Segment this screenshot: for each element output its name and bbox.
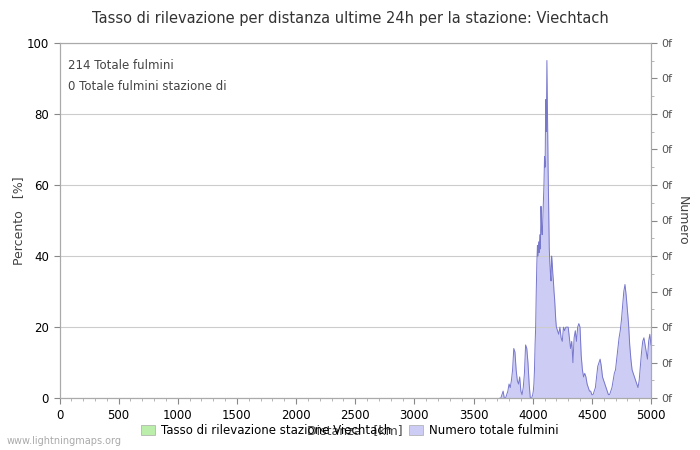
Text: www.lightningmaps.org: www.lightningmaps.org (7, 436, 122, 446)
Y-axis label: Percento   [%]: Percento [%] (13, 176, 25, 265)
X-axis label: Distanza   [km]: Distanza [km] (307, 424, 403, 437)
Legend: Tasso di rilevazione stazione Viechtach, Numero totale fulmini: Tasso di rilevazione stazione Viechtach,… (136, 419, 564, 442)
Text: 0 Totale fulmini stazione di: 0 Totale fulmini stazione di (69, 80, 227, 93)
Text: Tasso di rilevazione per distanza ultime 24h per la stazione: Viechtach: Tasso di rilevazione per distanza ultime… (92, 11, 608, 26)
Text: 214 Totale fulmini: 214 Totale fulmini (69, 59, 174, 72)
Y-axis label: Numero: Numero (676, 196, 689, 245)
